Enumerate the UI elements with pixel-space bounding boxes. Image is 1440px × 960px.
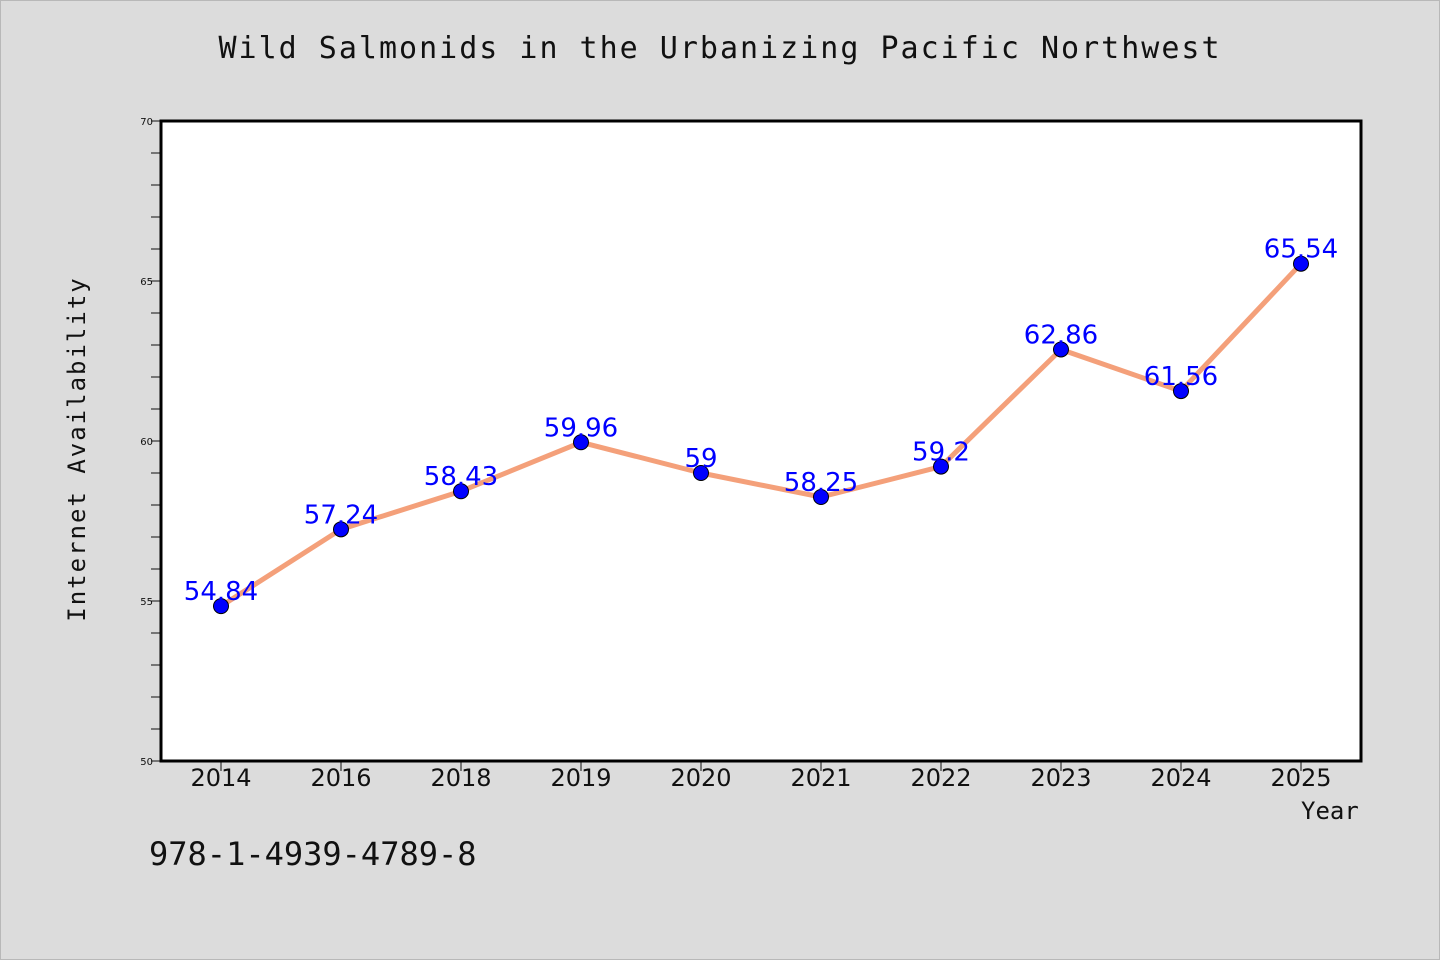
data-point [573, 434, 589, 451]
data-point [813, 489, 829, 505]
x-tick-label: 2025 [1270, 764, 1331, 792]
data-point [693, 465, 709, 481]
data-point [213, 598, 229, 615]
plot-frame [159, 119, 1363, 763]
chart-title: Wild Salmonids in the Urbanizing Pacific… [218, 31, 1222, 66]
x-tick-label: 2019 [550, 764, 611, 792]
data-label: 59.2 [912, 438, 970, 468]
data-label: 58.43 [424, 462, 498, 492]
y-tick-label: 65 [140, 277, 153, 288]
data-point [453, 483, 469, 500]
data-label: 65.54 [1264, 235, 1338, 265]
y-tick-label: 70 [140, 117, 153, 128]
data-point [933, 458, 949, 475]
data-label: 62.86 [1024, 320, 1098, 350]
series-line [218, 261, 1304, 609]
x-tick-label: 2023 [1030, 764, 1091, 792]
x-tick-label: 2014 [190, 764, 251, 792]
data-label: 58.25 [784, 468, 858, 498]
data-label: 57.24 [304, 500, 378, 530]
y-tick-label: 55 [140, 597, 153, 608]
x-tick-label: 2016 [310, 764, 371, 792]
plot-area [161, 121, 1361, 761]
y-tick-label: 60 [140, 437, 153, 448]
x-tick-label: 2024 [1150, 764, 1211, 792]
data-point [1173, 383, 1189, 400]
x-tick-label: 2021 [790, 764, 851, 792]
data-point [333, 521, 349, 538]
data-label: 59.96 [544, 413, 618, 443]
x-tick-label: 2020 [670, 764, 731, 792]
x-axis-label: Year [1301, 797, 1359, 825]
y-tick-label: 50 [140, 757, 153, 768]
x-tick-label: 2018 [430, 764, 491, 792]
data-point [1053, 341, 1069, 358]
data-point [1293, 255, 1309, 272]
x-tick-label: 2022 [910, 764, 971, 792]
data-label: 54.84 [184, 577, 258, 607]
footer-text: 978-1-4939-4789-8 [149, 835, 477, 873]
data-label: 59 [684, 444, 717, 474]
data-label: 61.56 [1144, 362, 1218, 392]
